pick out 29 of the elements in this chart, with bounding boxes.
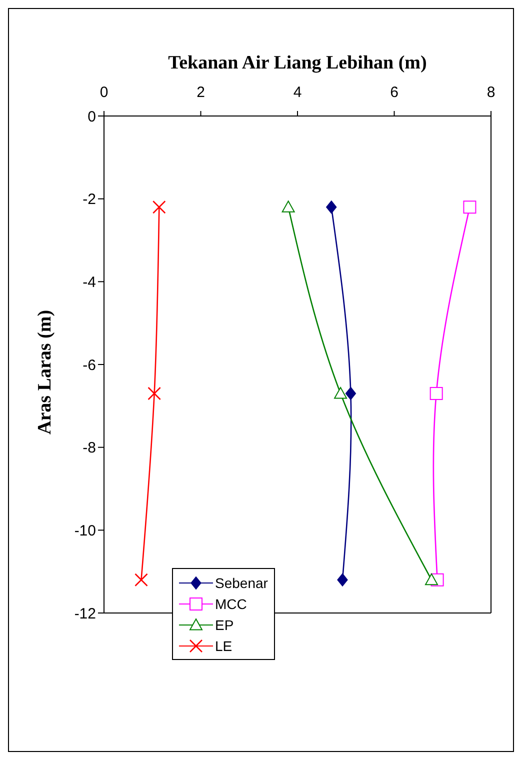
point <box>334 386 348 399</box>
y-tick-label: -4 <box>82 274 96 291</box>
x-tick-label: 4 <box>293 84 302 101</box>
y-tick-label: 0 <box>88 108 96 126</box>
x-axis-title: Tekanan Air Liang Lebihan (m) <box>168 52 427 74</box>
y-axis-title: Aras Laras (m) <box>34 310 56 434</box>
point <box>148 386 161 400</box>
legend-label: LE <box>215 638 232 654</box>
point <box>134 573 148 587</box>
point <box>282 200 295 212</box>
point <box>425 573 438 586</box>
point <box>326 200 337 214</box>
legend-label: Sebenar <box>215 574 268 590</box>
legend-label: EP <box>215 616 234 632</box>
y-tick-label: -10 <box>74 522 96 540</box>
x-tick-label: 0 <box>100 84 108 101</box>
x-tick-label: 8 <box>486 84 496 101</box>
point <box>430 386 443 400</box>
x-tick-label: 6 <box>390 84 398 101</box>
y-tick-label: -2 <box>82 191 96 208</box>
y-tick-label: -6 <box>82 356 96 374</box>
point <box>463 200 476 214</box>
point <box>152 200 166 214</box>
y-tick-label: -12 <box>74 605 96 622</box>
point <box>337 573 348 586</box>
legend-label: MCC <box>215 596 247 612</box>
point <box>345 386 356 400</box>
x-tick-label: 2 <box>196 84 205 101</box>
y-tick-label: -8 <box>82 440 96 457</box>
